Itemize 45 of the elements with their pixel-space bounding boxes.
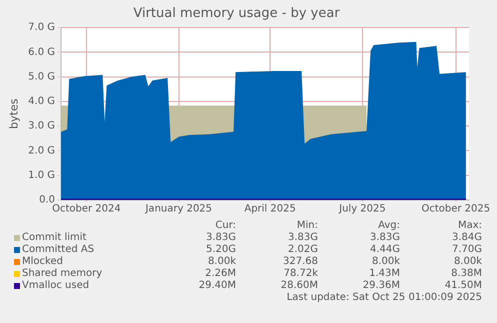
text: 78.72k — [282, 268, 318, 280]
text: Min: — [296, 220, 318, 232]
text: 7.70G — [450, 244, 482, 256]
text: 5.20G — [204, 244, 236, 256]
legend-label: Shared memory — [22, 268, 102, 280]
y-tick-label: 3.0 G — [28, 120, 56, 132]
y-tick-label: 0.0 — [39, 194, 56, 206]
text: 327.68 — [282, 256, 318, 268]
text: 4.44G — [368, 244, 400, 256]
text: 3.83G — [204, 232, 236, 244]
legend-label: Mlocked — [22, 256, 63, 268]
legend-label: Commit limit — [22, 232, 86, 244]
x-tick-label: January 2025 — [144, 204, 212, 215]
text: Max: — [456, 220, 482, 232]
text: 8.00k — [452, 256, 482, 268]
text: 28.60M — [280, 280, 318, 292]
y-tick-label: 2.0 G — [28, 145, 56, 156]
text: 1.43M — [368, 268, 400, 280]
x-tick-label: April 2025 — [244, 204, 296, 215]
legend-label: Vmalloc used — [22, 280, 90, 292]
text: 41.50M — [444, 280, 482, 292]
text: 3.84G — [450, 232, 482, 244]
legend-label: Committed AS — [22, 244, 94, 256]
text: 29.36M — [362, 280, 400, 292]
x-tick-label: July 2025 — [338, 204, 386, 215]
y-tick-label: 4.0 G — [28, 96, 56, 108]
text: 8.38M — [450, 268, 482, 280]
text: 2.26M — [204, 268, 236, 280]
text: Avg: — [377, 220, 400, 232]
text: 8.00k — [206, 256, 236, 268]
y-tick-label: 1.0 G — [28, 170, 56, 181]
text: Last update: Sat Oct 25 01:00:09 2025 — [286, 292, 483, 303]
text: 29.40M — [198, 280, 236, 292]
chart-title: Virtual memory usage - by year — [133, 6, 340, 22]
text: 2.02G — [286, 244, 318, 256]
text: 8.00k — [370, 256, 400, 268]
y-axis-title: bytes — [7, 98, 20, 129]
text: 3.83G — [368, 232, 400, 244]
y-tick-label: 7.0 G — [28, 22, 56, 34]
y-tick-label: 6.0 G — [28, 46, 56, 58]
x-tick-label: October 2024 — [52, 204, 121, 215]
text: 3.83G — [286, 232, 318, 244]
text: Cur: — [214, 220, 236, 232]
y-tick-label: 5.0 G — [28, 71, 56, 82]
x-tick-label: October 2025 — [421, 204, 490, 215]
